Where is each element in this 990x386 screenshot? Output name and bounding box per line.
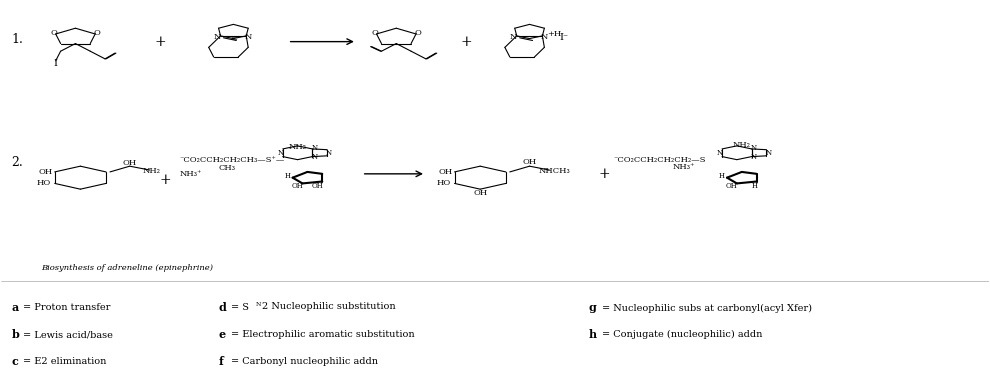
- Text: OH: OH: [523, 158, 537, 166]
- Text: g: g: [589, 303, 597, 313]
- Text: N: N: [510, 33, 518, 41]
- Text: NH₂: NH₂: [143, 167, 160, 175]
- Text: N: N: [278, 149, 284, 157]
- Text: 1.: 1.: [11, 33, 23, 46]
- Text: = E2 elimination: = E2 elimination: [23, 357, 107, 366]
- Text: =: =: [230, 36, 237, 44]
- Text: ⁻CO₂CCH₂CH₂CH₃—S⁺—: ⁻CO₂CCH₂CH₂CH₃—S⁺—: [179, 156, 284, 164]
- Text: OH: OH: [39, 168, 52, 176]
- Text: a: a: [11, 303, 19, 313]
- Text: N: N: [750, 144, 756, 152]
- Text: O: O: [94, 29, 101, 37]
- Text: b: b: [11, 329, 19, 340]
- Text: N: N: [765, 149, 771, 157]
- Text: c: c: [11, 356, 18, 367]
- Text: H: H: [285, 172, 291, 180]
- Text: = Lewis acid/base: = Lewis acid/base: [23, 330, 113, 339]
- Text: I⁻: I⁻: [559, 33, 568, 42]
- Text: N: N: [245, 33, 251, 41]
- Text: OH: OH: [439, 168, 452, 176]
- Text: OH: OH: [473, 189, 487, 197]
- Text: O: O: [371, 29, 378, 37]
- Text: ⁻CO₂CCH₂CH₂CH₂—S: ⁻CO₂CCH₂CH₂CH₂—S: [614, 156, 706, 164]
- Text: NH₂: NH₂: [288, 143, 307, 151]
- Text: +: +: [154, 35, 166, 49]
- Text: CH₃: CH₃: [219, 164, 236, 172]
- Text: = Electrophilic aromatic substitution: = Electrophilic aromatic substitution: [232, 330, 415, 339]
- Text: = Proton transfer: = Proton transfer: [23, 303, 111, 312]
- Text: 2 Nucleophilic substitution: 2 Nucleophilic substitution: [262, 301, 396, 311]
- Text: d: d: [219, 303, 227, 313]
- Text: H: H: [719, 172, 725, 180]
- Text: Biosynthesis of adreneline (epinephrine): Biosynthesis of adreneline (epinephrine): [41, 264, 213, 272]
- Text: f: f: [219, 356, 224, 367]
- Text: OH: OH: [726, 182, 738, 190]
- Text: e: e: [219, 329, 226, 340]
- Text: H: H: [751, 182, 757, 190]
- Text: = Nucleophilic subs at carbonyl(acyl Xfer): = Nucleophilic subs at carbonyl(acyl Xfe…: [602, 303, 812, 313]
- Text: N: N: [214, 33, 222, 41]
- Text: N: N: [256, 301, 261, 306]
- Text: NH₂: NH₂: [733, 141, 750, 149]
- Text: +: +: [460, 35, 472, 49]
- Text: N: N: [311, 144, 318, 152]
- Text: +H: +H: [547, 30, 561, 38]
- Text: I: I: [53, 59, 57, 68]
- Text: NHCH₃: NHCH₃: [539, 167, 570, 175]
- Text: = Carbonyl nucleophilic addn: = Carbonyl nucleophilic addn: [232, 357, 378, 366]
- Text: NH₃⁺: NH₃⁺: [672, 163, 695, 171]
- Text: N: N: [541, 33, 548, 41]
- Text: = Conjugate (nucleophilic) addn: = Conjugate (nucleophilic) addn: [602, 330, 762, 339]
- Text: O: O: [50, 29, 57, 37]
- Text: OH: OH: [292, 182, 303, 190]
- Text: N: N: [750, 153, 756, 161]
- Text: N: N: [311, 153, 318, 161]
- Text: HO: HO: [437, 179, 450, 188]
- Text: h: h: [589, 329, 597, 340]
- Text: N: N: [326, 149, 333, 157]
- Text: N: N: [717, 149, 723, 157]
- Text: OH: OH: [123, 159, 137, 167]
- Text: O: O: [415, 29, 422, 37]
- Text: = S: = S: [232, 303, 249, 312]
- Text: 2.: 2.: [11, 156, 23, 169]
- Text: NH₃⁺: NH₃⁺: [179, 170, 201, 178]
- Text: +: +: [599, 167, 610, 181]
- Text: OH: OH: [312, 182, 323, 190]
- Text: HO: HO: [37, 179, 50, 188]
- Text: +: +: [159, 173, 171, 186]
